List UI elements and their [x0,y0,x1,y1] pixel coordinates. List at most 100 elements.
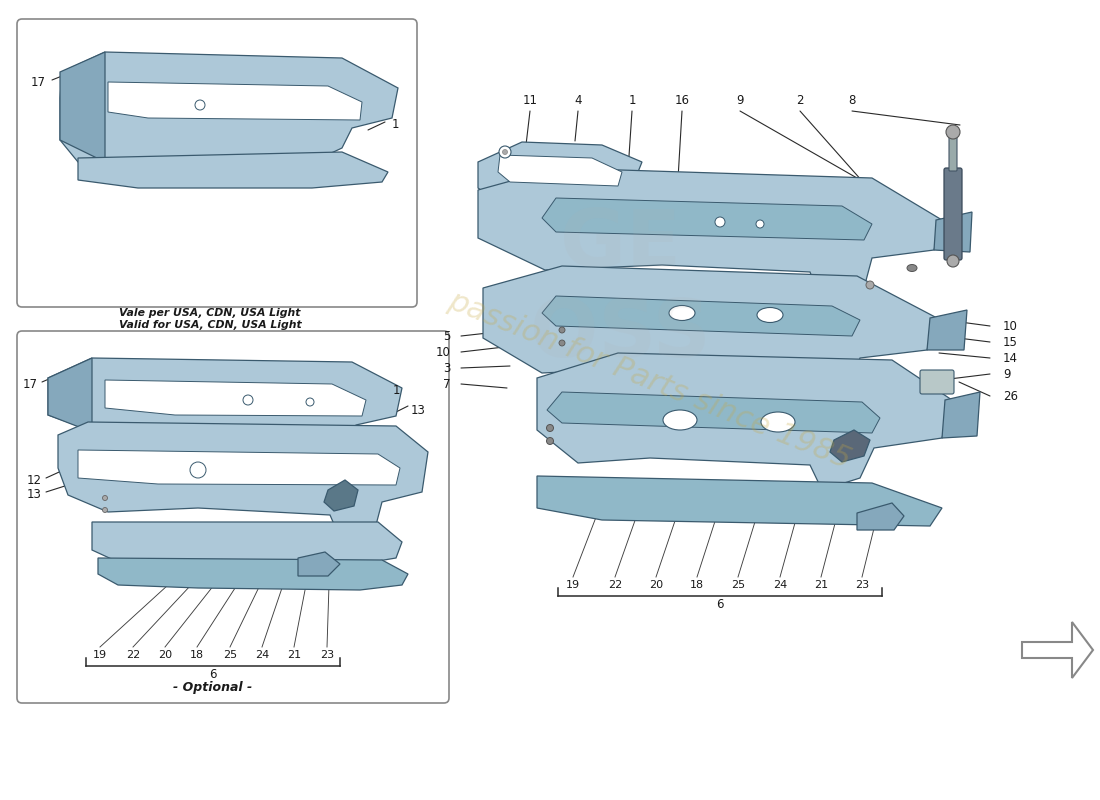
Text: 20: 20 [158,650,172,660]
Circle shape [499,146,512,158]
Ellipse shape [669,306,695,321]
Text: 23: 23 [320,650,334,660]
FancyBboxPatch shape [920,370,954,394]
Polygon shape [60,52,398,162]
Circle shape [947,255,959,267]
Polygon shape [542,296,860,336]
Text: 5: 5 [443,330,451,342]
Circle shape [559,340,565,346]
Circle shape [243,395,253,405]
Polygon shape [942,392,980,438]
Circle shape [306,398,313,406]
Text: 24: 24 [255,650,270,660]
Polygon shape [537,476,942,526]
Text: 23: 23 [855,580,869,590]
Circle shape [547,425,553,431]
Polygon shape [60,52,104,162]
Text: 25: 25 [730,580,745,590]
Polygon shape [108,82,362,120]
FancyBboxPatch shape [944,168,962,260]
Polygon shape [542,198,872,240]
Text: Valid for USA, CDN, USA Light: Valid for USA, CDN, USA Light [119,320,301,330]
Text: 9: 9 [736,94,744,106]
Polygon shape [78,152,388,188]
Text: - Optional -: - Optional - [174,682,253,694]
Polygon shape [483,266,937,400]
Text: 17: 17 [31,75,45,89]
Text: 15: 15 [1003,335,1018,349]
FancyBboxPatch shape [16,331,449,703]
Circle shape [946,125,960,139]
Text: 1: 1 [393,383,399,397]
Text: 10: 10 [436,346,451,358]
Text: 21: 21 [287,650,301,660]
Text: 12: 12 [26,474,42,486]
Polygon shape [298,552,340,576]
Text: 22: 22 [125,650,140,660]
Polygon shape [104,380,366,416]
Text: 18: 18 [190,650,205,660]
Polygon shape [927,310,967,350]
Polygon shape [857,503,904,530]
FancyBboxPatch shape [16,19,417,307]
Ellipse shape [908,265,917,271]
Text: 6: 6 [209,667,217,681]
Polygon shape [324,480,358,511]
Text: 10: 10 [1003,319,1018,333]
Circle shape [756,220,764,228]
Text: 22: 22 [608,580,623,590]
Text: 24: 24 [773,580,788,590]
Text: 14: 14 [1003,351,1018,365]
Text: 19: 19 [565,580,580,590]
FancyBboxPatch shape [949,135,957,171]
Text: 25: 25 [223,650,238,660]
Polygon shape [934,212,972,252]
Text: passion for Parts since 1985: passion for Parts since 1985 [444,286,856,474]
Text: 8: 8 [848,94,856,106]
Polygon shape [48,358,92,432]
Text: 16: 16 [674,94,690,106]
Circle shape [195,100,205,110]
Polygon shape [98,558,408,590]
Circle shape [503,150,507,154]
Polygon shape [58,422,428,538]
Polygon shape [478,168,942,302]
Ellipse shape [757,307,783,322]
Polygon shape [537,353,952,490]
Text: 26: 26 [1003,390,1018,402]
Polygon shape [498,155,622,186]
Circle shape [866,281,874,289]
Text: 1: 1 [392,118,398,130]
Text: 11: 11 [522,94,538,106]
Circle shape [547,438,553,445]
Text: 1: 1 [628,94,636,106]
Polygon shape [547,392,880,433]
Text: 20: 20 [649,580,663,590]
Polygon shape [1022,622,1093,678]
Text: 4: 4 [574,94,582,106]
Text: 21: 21 [814,580,828,590]
Circle shape [102,495,108,501]
Text: 3: 3 [443,362,451,374]
Ellipse shape [761,412,795,432]
Text: 9: 9 [1003,367,1011,381]
Text: 18: 18 [690,580,704,590]
Circle shape [102,507,108,513]
Text: Vale per USA, CDN, USA Light: Vale per USA, CDN, USA Light [119,308,300,318]
Polygon shape [48,358,402,458]
Circle shape [190,462,206,478]
Text: 2: 2 [796,94,804,106]
Polygon shape [78,450,400,485]
Text: 13: 13 [410,403,426,417]
Text: 6: 6 [716,598,724,610]
Circle shape [715,217,725,227]
Ellipse shape [663,410,697,430]
Polygon shape [830,430,870,462]
Polygon shape [478,142,642,225]
Polygon shape [92,522,402,564]
Text: 19: 19 [92,650,107,660]
Text: GE
OSS: GE OSS [529,206,711,374]
Text: 13: 13 [26,487,42,501]
Text: 17: 17 [22,378,37,391]
Text: 7: 7 [443,378,451,390]
